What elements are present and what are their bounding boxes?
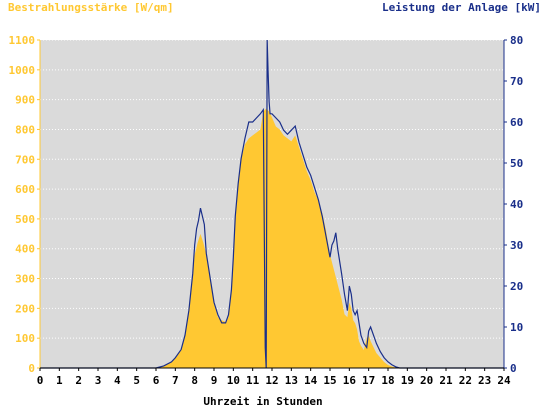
x-tick-label: 8	[191, 374, 198, 387]
x-tick-label: 10	[227, 374, 240, 387]
x-tick-label: 3	[95, 374, 102, 387]
left-tick-label: 800	[15, 123, 35, 136]
x-tick-label: 6	[153, 374, 160, 387]
left-axis-title: Bestrahlungsstärke [W/qm]	[8, 1, 174, 14]
left-tick-label: 400	[15, 243, 35, 256]
x-tick-label: 7	[172, 374, 179, 387]
x-tick-label: 18	[381, 374, 394, 387]
x-tick-label: 0	[37, 374, 44, 387]
x-tick-label: 4	[114, 374, 121, 387]
right-tick-label: 60	[510, 116, 523, 129]
x-tick-label: 17	[362, 374, 375, 387]
left-tick-label: 600	[15, 183, 35, 196]
right-tick-label: 30	[510, 239, 523, 252]
x-tick-label: 16	[343, 374, 357, 387]
x-tick-label: 5	[133, 374, 140, 387]
x-tick-label: 11	[246, 374, 260, 387]
x-tick-label: 14	[304, 374, 318, 387]
right-axis-title: Leistung der Anlage [kW]	[382, 1, 541, 14]
x-axis-title: Uhrzeit in Stunden	[203, 395, 322, 408]
left-tick-label: 0	[28, 362, 35, 375]
right-tick-label: 20	[510, 280, 523, 293]
right-tick-label: 40	[510, 198, 523, 211]
x-tick-label: 24	[497, 374, 511, 387]
power-line	[40, 39, 504, 369]
x-ticks: 0 1 2 3 4 5 6 7 8 9 10 11 12 13 14 15 16 17 18 19 20 21 22 23 24	[37, 368, 511, 387]
left-tick-label: 200	[15, 302, 35, 315]
x-tick-label: 21	[439, 374, 453, 387]
x-tick-label: 19	[401, 374, 414, 387]
x-tick-label: 20	[420, 374, 433, 387]
irradiance-area	[40, 108, 504, 368]
left-tick-label: 500	[15, 213, 35, 226]
x-tick-label: 22	[459, 374, 472, 387]
left-tick-label: 300	[15, 273, 35, 286]
right-tick-label: 0	[510, 362, 517, 375]
left-tick-label: 1000	[9, 64, 36, 77]
right-tick-label: 10	[510, 321, 523, 334]
left-tick-label: 100	[15, 332, 35, 345]
left-y-ticks: 0 100 200 300 400 500 600 700 800 900 1000 1100	[9, 34, 40, 375]
left-tick-label: 700	[15, 153, 35, 166]
x-tick-label: 23	[478, 374, 491, 387]
left-tick-label: 900	[15, 94, 35, 107]
right-tick-label: 50	[510, 157, 523, 170]
x-tick-label: 12	[265, 374, 278, 387]
right-y-ticks: 0 10 20 30 40 50 60 70 80	[504, 34, 523, 375]
x-tick-label: 9	[211, 374, 218, 387]
x-tick-label: 13	[285, 374, 298, 387]
right-tick-label: 80	[510, 34, 523, 47]
x-tick-label: 2	[75, 374, 82, 387]
right-tick-label: 70	[510, 75, 523, 88]
x-tick-label: 1	[56, 374, 63, 387]
left-tick-label: 1100	[9, 34, 36, 47]
x-tick-label: 15	[323, 374, 336, 387]
